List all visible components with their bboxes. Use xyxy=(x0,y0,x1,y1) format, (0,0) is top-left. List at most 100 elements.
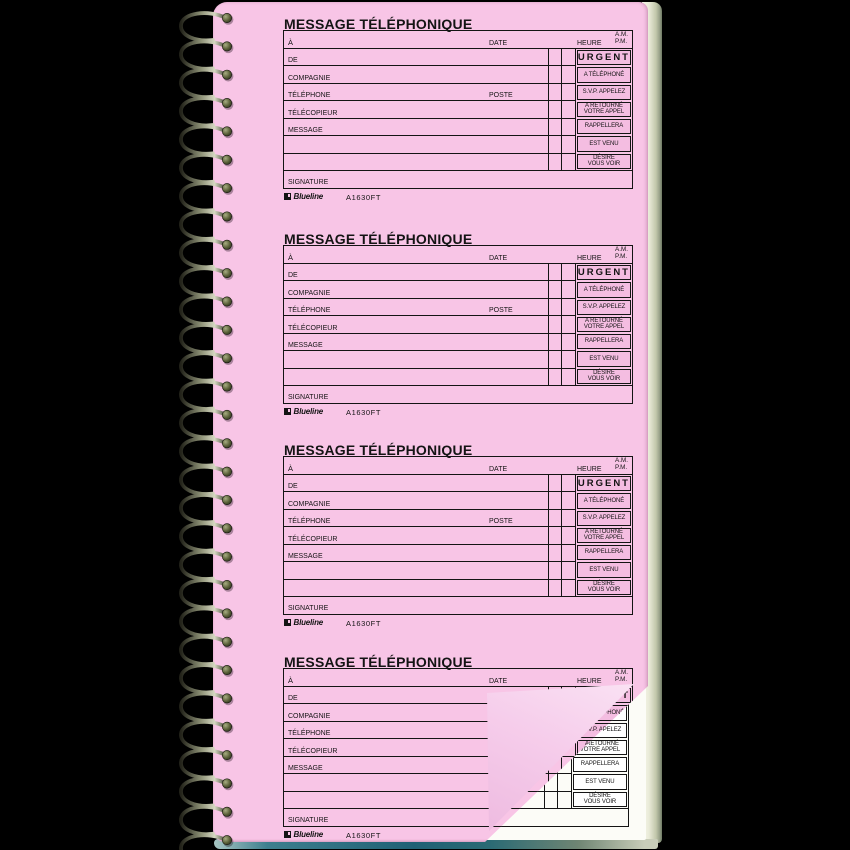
checkbox-cell xyxy=(562,316,575,334)
checkbox-cell xyxy=(562,299,575,317)
check-label-a-telephone: A TÉLÉPHONÉ xyxy=(576,493,631,509)
field-row-compagnie: COMPAGNIE xyxy=(284,281,548,299)
field-row-de: DE xyxy=(284,49,548,67)
field-row-compagnie: COMPAGNIE xyxy=(284,492,548,510)
cover-edge-bottom xyxy=(214,839,658,849)
checkbox-cell xyxy=(548,281,562,299)
checkbox-cell xyxy=(562,154,575,170)
header-row: À DATE HEURE A.M.P.M. xyxy=(284,669,632,687)
footer-row: Blueline A1630FT xyxy=(284,407,484,417)
check-label-urgent: URGENT xyxy=(576,265,631,281)
checkbox-cell xyxy=(548,101,562,119)
checkbox-cell xyxy=(558,774,571,792)
checkbox-label-column: URGENT A TÉLÉPHONÉ S.V.P. APPELEZ A RETO… xyxy=(574,475,632,596)
message-form-2: MESSAGE TÉLÉPHONIQUE À DATE HEURE A.M. P.… xyxy=(283,231,635,419)
product-code: A1630FT xyxy=(346,619,382,628)
field-row-blank-2 xyxy=(284,154,548,170)
check-label-rappellera: RAPPELLERA xyxy=(576,545,631,561)
message-form-3: MESSAGE TÉLÉPHONIQUE À DATE HEURE A.M. P.… xyxy=(283,442,635,630)
product-code: A1630FT xyxy=(346,831,382,840)
field-to: À xyxy=(288,253,294,262)
field-date: DATE xyxy=(489,466,508,473)
field-poste: POSTE xyxy=(489,92,513,100)
signature-row: SIGNATURE xyxy=(284,808,632,826)
check-label-est-venu: EST VENU xyxy=(576,136,631,152)
field-row-blank-1 xyxy=(284,774,548,792)
checkbox-cell xyxy=(562,562,575,580)
footer-row: Blueline A1630FT xyxy=(284,830,484,840)
spiral-binding xyxy=(179,11,234,850)
brand-name: Blueline xyxy=(293,830,324,839)
field-row-de: DE xyxy=(284,264,548,282)
checkbox-cell xyxy=(562,334,575,352)
checkbox-cell xyxy=(562,264,575,282)
form-title: MESSAGE TÉLÉPHONIQUE xyxy=(284,442,473,458)
checkbox-cell xyxy=(548,299,562,317)
checkbox-cell xyxy=(549,369,562,385)
field-to: À xyxy=(288,464,294,473)
checkbox-cell xyxy=(562,510,575,528)
signature-row: SIGNATURE xyxy=(284,170,632,188)
field-row-blank-1 xyxy=(284,562,548,580)
check-label-svp-appelez: S.V.P. APPELEZ xyxy=(576,299,631,315)
product-code: A1630FT xyxy=(346,193,382,202)
checkbox-column-a xyxy=(547,475,562,596)
telephone-message-form: MESSAGE TÉLÉPHONIQUE À DATE HEURE A.M.P.… xyxy=(283,442,635,630)
field-signature: SIGNATURE xyxy=(288,817,329,824)
field-time: HEURE xyxy=(577,40,602,47)
field-row-blank-1 xyxy=(284,351,548,369)
checkbox-label-column: URGENT A TÉLÉPHONÉ S.V.P. APPELEZ A RETO… xyxy=(574,264,632,385)
field-row-telecopieur: TÉLÉCOPIEUR xyxy=(284,739,548,757)
brand-name: Blueline xyxy=(293,192,324,201)
field-row-compagnie: COMPAGNIE xyxy=(284,704,548,722)
check-label-rappellera: RAPPELLERA xyxy=(572,757,627,773)
field-date: DATE xyxy=(489,40,508,47)
field-row-message: MESSAGE xyxy=(284,334,548,352)
field-time: HEURE xyxy=(577,466,602,473)
field-am-pm: A.M.P.M. xyxy=(615,457,628,471)
field-date: DATE xyxy=(489,678,508,685)
field-time: HEURE xyxy=(577,255,602,262)
field-row-message: MESSAGE xyxy=(284,119,548,137)
checkbox-cell xyxy=(562,475,575,493)
field-time: HEURE xyxy=(577,678,602,685)
blueline-logo-icon xyxy=(284,831,291,838)
checkbox-cell xyxy=(562,527,575,545)
check-label-est-venu: EST VENU xyxy=(576,562,631,578)
checkbox-cell xyxy=(562,101,575,119)
header-row: À DATE HEURE A.M.P.M. xyxy=(284,457,632,475)
header-row: À DATE HEURE A.M.P.M. xyxy=(284,246,632,264)
form-grid: À DATE HEURE A.M.P.M. DE COMPAGNIE TÉLÉP… xyxy=(283,245,633,404)
checkbox-cell xyxy=(562,739,575,757)
field-signature: SIGNATURE xyxy=(288,394,329,401)
checkbox-cell xyxy=(545,792,558,808)
field-poste: POSTE xyxy=(489,518,513,526)
field-am-pm: A.M.P.M. xyxy=(615,31,628,45)
checkbox-cell xyxy=(548,49,562,67)
brand-name: Blueline xyxy=(293,618,324,627)
checkbox-cell xyxy=(548,351,562,369)
check-label-rappellera: RAPPELLERA xyxy=(576,334,631,350)
blueline-logo-icon xyxy=(284,619,291,626)
checkbox-column-b xyxy=(561,475,575,596)
product-code: A1630FT xyxy=(346,408,382,417)
check-label-est-venu: EST VENU xyxy=(576,351,631,367)
field-row-blank-2 xyxy=(284,580,548,596)
field-row-telecopieur: TÉLÉCOPIEUR xyxy=(284,101,548,119)
checkbox-cell xyxy=(548,545,562,563)
field-row-de: DE xyxy=(284,475,548,493)
field-row-compagnie: COMPAGNIE xyxy=(284,66,548,84)
checkbox-cell xyxy=(548,84,562,102)
blueline-logo-icon xyxy=(284,193,291,200)
